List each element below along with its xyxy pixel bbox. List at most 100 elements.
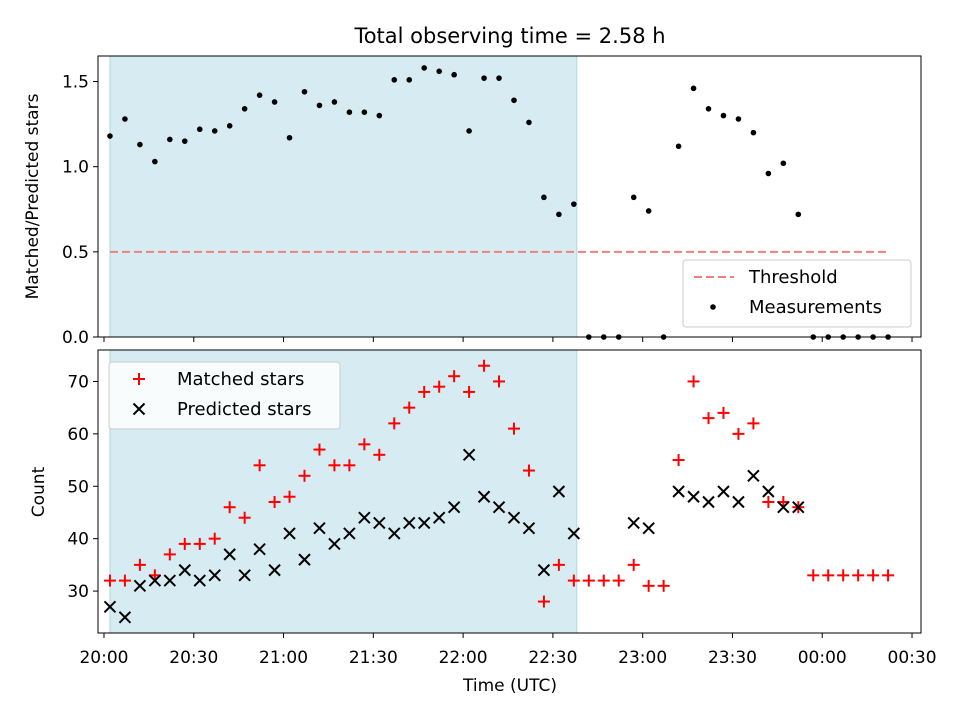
matched-star-point [717, 406, 730, 419]
predicted-star-point [717, 485, 730, 498]
measurement-point [765, 170, 772, 177]
predicted-star-point [747, 469, 760, 482]
measurement-point [122, 116, 128, 122]
measurement-point [241, 105, 248, 112]
predicted-star-point [298, 553, 311, 566]
predicted-star-point [627, 516, 640, 530]
matched-star-point [687, 375, 700, 388]
x-tick-label: 21:00 [259, 648, 308, 668]
measurement-point [361, 109, 368, 115]
matched-star-point [747, 417, 760, 430]
y-tick-label: 60 [67, 425, 89, 445]
matched-star-point [418, 385, 431, 398]
predicted-star-point [133, 579, 147, 593]
matched-star-point [537, 595, 550, 608]
matched-star-point [582, 574, 595, 587]
matched-star-point [313, 443, 326, 456]
matched-star-point [433, 380, 446, 393]
measurement-point [735, 116, 742, 122]
predicted-star-point [208, 569, 221, 582]
predicted-star-point [792, 501, 805, 514]
matched-star-point [358, 438, 371, 451]
matched-star-point [597, 574, 610, 587]
legend-threshold-label: Threshold [748, 267, 838, 288]
measurement-point [256, 92, 263, 98]
measurement-point [451, 71, 457, 78]
predicted-star-point [238, 569, 251, 582]
legend-predicted-label: Predicted stars [177, 399, 311, 420]
matched-star-point [627, 558, 640, 571]
matched-star-point [163, 548, 176, 561]
measurement-point [346, 109, 353, 115]
x-tick-label: 00:00 [798, 648, 847, 668]
measurement-point [720, 112, 727, 119]
observing-window-shade-top [109, 55, 578, 338]
matched-star-point [852, 569, 865, 582]
measurement-point [511, 97, 517, 104]
bottom-axes-frame [97, 349, 922, 634]
predicted-star-point [253, 542, 266, 556]
measurement-point [750, 129, 757, 136]
legend-x-marker [132, 402, 146, 416]
bottom-legend: Matched stars Predicted stars [108, 361, 341, 430]
matched-star-point [612, 574, 625, 587]
measurement-point [271, 99, 278, 105]
top-x-ticks [103, 337, 913, 342]
x-tick-label: 22:00 [439, 648, 488, 668]
measurement-point [571, 201, 577, 207]
matched-star-point [657, 579, 670, 592]
matched-star-point [283, 490, 296, 503]
top-panel: 0.0 0.5 1.0 1.5 Total observing time = 2.58… [23, 24, 922, 348]
matched-star-point [268, 495, 281, 508]
matched-star-point [552, 558, 565, 571]
x-axis-label: Time (UTC) [462, 676, 557, 696]
predicted-star-point [762, 485, 775, 498]
legend-plus-marker [133, 373, 145, 385]
y-tick-label: 0.0 [62, 328, 89, 348]
predicted-star-point [163, 574, 177, 587]
measurement-point [316, 102, 323, 109]
matched-star-point [642, 579, 655, 592]
measurement-point [556, 211, 562, 218]
y-tick-label: 70 [67, 372, 89, 392]
measurement-point [286, 134, 293, 141]
measurement-point [181, 138, 188, 144]
predicted-star-point [223, 548, 236, 561]
matched-star-point [403, 401, 416, 414]
matched-stars-points [103, 359, 895, 608]
predicted-star-point [552, 485, 566, 498]
matched-star-point [463, 385, 476, 398]
measurement-point [675, 143, 682, 150]
bottom-panel: 30 40 50 60 70 20:00 20:30 21:00 21:30 22:00 22:3… [29, 349, 937, 696]
matched-star-point [478, 359, 491, 372]
matched-star-point [373, 448, 386, 461]
matched-star-point [672, 454, 685, 467]
measurement-point [226, 123, 233, 129]
matched-star-point [493, 375, 506, 388]
matched-star-point [388, 417, 401, 430]
matched-star-point [837, 569, 850, 582]
matched-star-point [867, 569, 880, 582]
matched-star-point [507, 422, 520, 435]
measurement-point [376, 112, 383, 119]
top-y-axis-label: Matched/Predicted stars [23, 93, 43, 299]
matched-star-point [343, 459, 356, 472]
measurement-point [645, 208, 652, 214]
measurement-point [391, 77, 398, 83]
y-tick-label: 30 [67, 582, 89, 602]
predicted-star-point [148, 574, 162, 587]
predicted-star-point [477, 490, 491, 503]
measurement-point [541, 194, 547, 201]
bottom-y-axis-label: Count [29, 466, 49, 517]
y-tick-label: 0.5 [62, 243, 89, 263]
y-tick-label: 40 [67, 530, 89, 550]
predicted-star-point [462, 448, 476, 462]
y-tick-label: 1.0 [62, 158, 89, 178]
measurement-point [331, 99, 338, 105]
measurement-point [152, 158, 158, 165]
matched-star-point [807, 569, 820, 582]
top-legend: Threshold Measurements [682, 259, 912, 328]
measurement-point [436, 68, 442, 75]
matched-star-point [328, 459, 341, 472]
